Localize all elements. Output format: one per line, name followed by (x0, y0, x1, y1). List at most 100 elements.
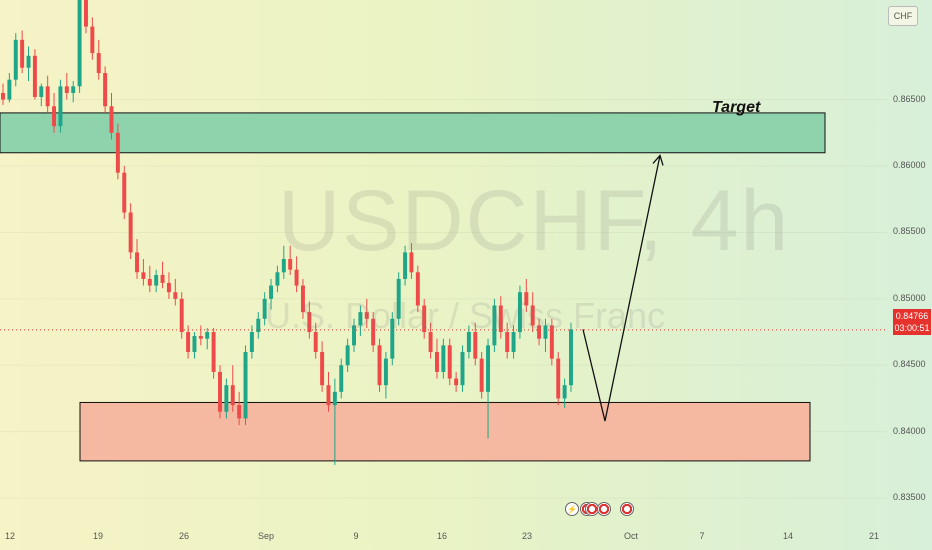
watermark-description: U.S. Dollar / Swiss Franc (265, 295, 666, 336)
candle-body (326, 385, 331, 406)
price-zone (0, 112, 826, 154)
x-tick-label: 12 (4, 531, 16, 541)
y-tick-label: 0.84000 (893, 425, 926, 436)
candle-body (13, 39, 18, 80)
candle-body (434, 351, 439, 372)
candle-body (52, 106, 57, 127)
candle-body (556, 358, 561, 399)
candle-body (77, 0, 82, 87)
candle-body (218, 371, 222, 412)
x-tick-label: 9 (353, 531, 359, 541)
x-tick-label: Sep (257, 531, 275, 541)
candle-body (517, 292, 522, 333)
candle-body (364, 312, 369, 319)
candle-body (345, 345, 350, 366)
candle-body (288, 259, 293, 270)
candle-body (466, 332, 471, 352)
candle-body (505, 332, 510, 352)
x-tick-label: 14 (782, 531, 794, 541)
candle-body (473, 332, 478, 359)
candle-body (179, 298, 184, 333)
lightning-event-icon[interactable]: ⚡ (565, 502, 579, 516)
zones-layer (0, 112, 826, 462)
candle-body (249, 332, 254, 352)
candle-body (192, 336, 197, 352)
y-tick-label: 0.85500 (893, 226, 926, 237)
candle-body (20, 39, 25, 68)
candle-body (262, 298, 267, 319)
candle-body (409, 252, 414, 273)
candle-body (243, 351, 248, 419)
y-tick-label: 0.84500 (893, 359, 926, 370)
y-tick-label: 0.86000 (893, 160, 926, 171)
y-tick-label: 0.86500 (893, 93, 926, 104)
x-tick-label: 23 (521, 531, 533, 541)
candle-body (64, 86, 69, 93)
candle-body (39, 86, 44, 97)
x-tick-label: 7 (699, 531, 705, 541)
currency-badge[interactable]: CHF (888, 6, 918, 26)
candle-body (530, 305, 535, 326)
candle-body (275, 272, 280, 286)
candle-body (383, 358, 388, 386)
x-tick-label: 19 (92, 531, 104, 541)
candle-body (441, 345, 446, 372)
candle-body (294, 269, 299, 286)
candle-body (537, 325, 542, 339)
candle-body (154, 274, 159, 286)
candle-body (7, 79, 12, 100)
candle-body (352, 325, 356, 346)
candle-body (141, 272, 146, 279)
candle-body (454, 378, 459, 386)
x-tick-label: 26 (178, 531, 190, 541)
candle-body (103, 73, 108, 107)
candle-body (524, 292, 529, 306)
candle-body (390, 318, 395, 359)
candle-body (256, 318, 261, 333)
candle-body (562, 385, 567, 399)
candles-layer (1, 0, 573, 465)
last-price-value: 0.84766 (895, 311, 929, 321)
candle-body (186, 332, 191, 352)
candle-body (166, 282, 171, 293)
candle-body (428, 332, 433, 352)
candle-body (237, 405, 242, 419)
candle-body (498, 305, 503, 333)
candle-body (269, 285, 274, 299)
candle-body (160, 274, 165, 283)
candle-body (339, 365, 344, 392)
last-price-label: 0.84766 03:00:51 (893, 309, 931, 335)
candle-body (211, 332, 216, 372)
candle-body (403, 252, 408, 279)
candle-body (198, 336, 203, 339)
candle-body (396, 278, 401, 319)
candle-body (492, 305, 497, 346)
candle-body (109, 106, 114, 133)
candle-body (115, 132, 120, 173)
watermark-symbol: USDCHF, 4h (278, 173, 791, 269)
us-flag-event-icon[interactable] (620, 502, 634, 516)
candle-body (313, 332, 318, 352)
candle-body (300, 285, 305, 313)
candle-body (71, 86, 76, 93)
x-tick-label: 16 (436, 531, 448, 541)
candle-body (135, 252, 140, 273)
candle-body (320, 351, 325, 386)
candle-body (358, 312, 363, 326)
candle-body (377, 345, 382, 386)
candle-body (32, 55, 37, 97)
candle-body (447, 345, 452, 379)
candle-body (45, 86, 50, 107)
candle-body (224, 385, 229, 412)
us-flag-event-icon[interactable] (597, 502, 611, 516)
candle-body (83, 0, 88, 27)
projection-path (582, 155, 661, 422)
price-zone (79, 401, 811, 462)
candle-body (307, 312, 312, 333)
target-zone-label: Target (712, 99, 761, 116)
candle-body (569, 329, 573, 386)
candle-body (486, 345, 491, 392)
candle-body (543, 325, 548, 339)
candle-body (230, 385, 235, 406)
